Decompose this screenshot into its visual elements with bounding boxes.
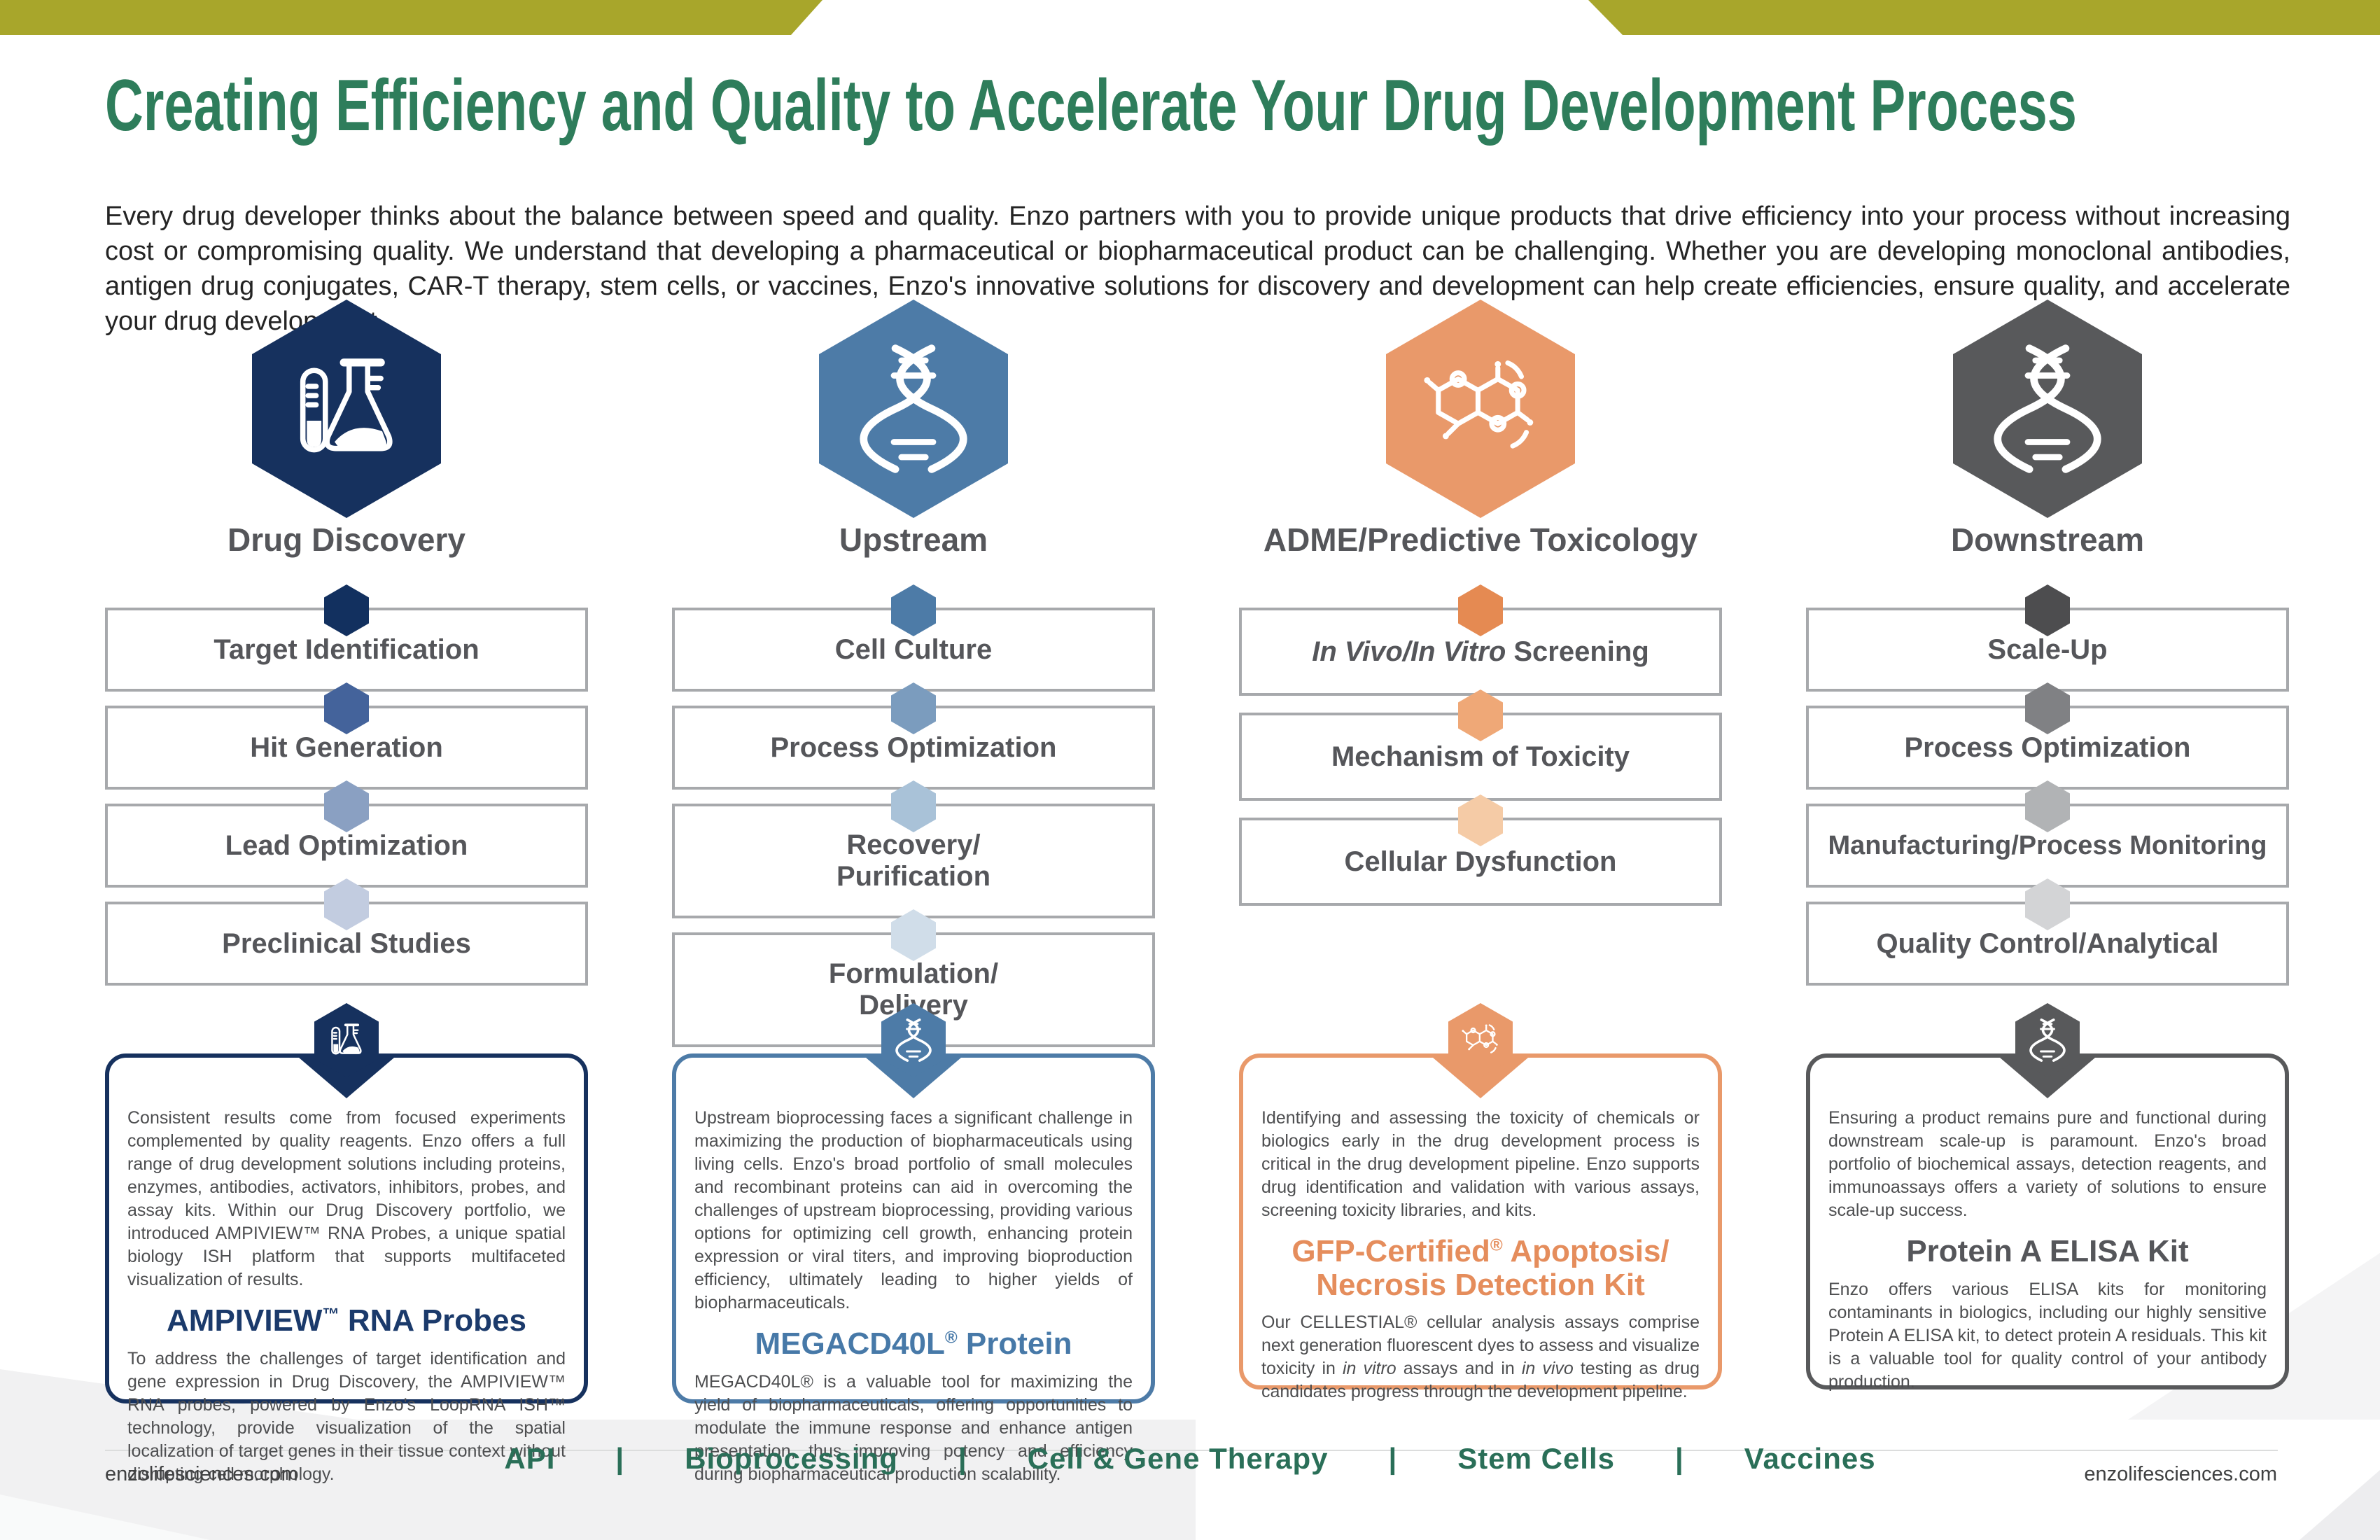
product-panel: Consistent results come from focused exp… [105, 1003, 588, 1484]
hexagon-connector [2025, 584, 2070, 636]
step-label: Manufacturing/Process Monitoring [1828, 830, 2267, 860]
footer-separator: | [615, 1442, 625, 1475]
step-label: Scale-Up [1987, 634, 2108, 665]
product-panel: Identifying and assessing the toxicity o… [1239, 1003, 1722, 1401]
step-label: Process Optimization [1904, 732, 2191, 763]
product-heading: AMPIVIEW™ RNA Probes [167, 1303, 526, 1338]
footer-item-vaccines: Vaccines [1744, 1442, 1876, 1475]
hexagon-connector [891, 780, 936, 832]
background-corner-right [2300, 1470, 2380, 1540]
hexagon-connector [891, 584, 936, 636]
pipeline-steps: In Vivo/In Vitro Screening Mechanism of … [1239, 584, 1722, 906]
step-label: In Vivo/In Vitro Screening [1312, 636, 1649, 667]
step-label: Recovery/Purification [836, 830, 991, 892]
step-box: Quality Control/Analytical [1806, 878, 2289, 986]
top-band-left [0, 0, 822, 35]
column-adme-toxicology: ADME/Predictive Toxicology In Vivo/In Vi… [1239, 0, 1722, 1540]
dna-icon [1953, 300, 2142, 518]
step-label: Hit Generation [250, 732, 443, 763]
hexagon-connector [2025, 682, 2070, 734]
step-box: Cellular Dysfunction [1239, 794, 1722, 906]
panel-intro: Upstream bioprocessing faces a significa… [694, 1108, 1133, 1312]
product-panel: Upstream bioprocessing faces a significa… [672, 1003, 1155, 1484]
product-panel: Ensuring a product remains pure and func… [1806, 1003, 2289, 1392]
step-box: Process Optimization [672, 682, 1155, 790]
column-title: Downstream [1950, 522, 2145, 558]
panel-intro: Ensuring a product remains pure and func… [1828, 1108, 2267, 1220]
pipeline-steps: Scale-Up Process Optimization Manufactur… [1806, 584, 2289, 986]
step-label: Quality Control/Analytical [1876, 927, 2219, 959]
hexagon-connector [1458, 690, 1503, 741]
flask-icon [252, 300, 441, 518]
panel-intro: Identifying and assessing the toxicity o… [1261, 1108, 1700, 1220]
website-link-right[interactable]: enzolifesciences.com [2084, 1463, 2277, 1485]
panel-detail: Enzo offers various ELISA kits for monit… [1828, 1279, 2267, 1392]
step-label: Cell Culture [834, 634, 993, 665]
pipeline-steps: Cell Culture Process Optimization Recove… [672, 584, 1155, 1047]
product-heading: Protein A ELISA Kit [1906, 1234, 2189, 1268]
product-heading: GFP-Certified® Apoptosis/Necrosis Detect… [1292, 1234, 1670, 1302]
hexagon-connector [1458, 584, 1503, 636]
step-label: Lead Optimization [225, 830, 468, 861]
footer-item-bioprocessing: Bioprocessing [685, 1442, 898, 1475]
step-box: Recovery/Purification [672, 780, 1155, 918]
top-band-right [1588, 0, 2380, 35]
step-label: Cellular Dysfunction [1344, 846, 1617, 877]
step-box: In Vivo/In Vitro Screening [1239, 584, 1722, 696]
panel-detail: To address the challenges of target iden… [127, 1348, 566, 1484]
hexagon-connector [324, 878, 369, 930]
footer-item-api: API [504, 1442, 556, 1475]
footer-separator: | [1388, 1442, 1398, 1475]
hexagon-connector [891, 909, 936, 961]
step-box: Target Identification [105, 584, 588, 692]
page-title: Creating Efficiency and Quality to Accel… [105, 65, 2077, 146]
footer-separator: | [1675, 1442, 1684, 1475]
step-box: Lead Optimization [105, 780, 588, 888]
hexagon-connector [324, 780, 369, 832]
pipeline-steps: Target Identification Hit Generation Lea… [105, 584, 588, 986]
step-label: Target Identification [214, 634, 479, 665]
panel-detail: MEGACD40L® is a valuable tool for maximi… [694, 1371, 1133, 1484]
step-box: Manufacturing/Process Monitoring [1806, 780, 2289, 888]
product-heading: MEGACD40L® Protein [755, 1326, 1072, 1361]
footer-item-cell-gene-therapy: Cell & Gene Therapy [1027, 1442, 1329, 1475]
footer-separator: | [958, 1442, 967, 1475]
column-title: ADME/Predictive Toxicology [1263, 522, 1698, 558]
hexagon-connector [2025, 878, 2070, 930]
step-label: Preclinical Studies [222, 927, 471, 959]
website-link-left[interactable]: enzolifesciences.com [105, 1463, 298, 1485]
step-box: Hit Generation [105, 682, 588, 790]
hexagon-connector [1458, 794, 1503, 846]
hexagon-connector [2025, 780, 2070, 832]
dna-icon [819, 300, 1008, 518]
step-label: Process Optimization [770, 732, 1057, 763]
intro-paragraph: Every drug developer thinks about the ba… [105, 202, 2290, 336]
step-label: Mechanism of Toxicity [1331, 741, 1630, 772]
footer-divider [105, 1450, 2278, 1451]
step-box: Process Optimization [1806, 682, 2289, 790]
step-box: Cell Culture [672, 584, 1155, 692]
panel-detail: Our CELLESTIAL® cellular analysis assays… [1261, 1312, 1700, 1402]
step-box: Preclinical Studies [105, 878, 588, 986]
hexagon-connector [324, 584, 369, 636]
column-title: Drug Discovery [227, 522, 465, 558]
footer-item-stem-cells: Stem Cells [1457, 1442, 1616, 1475]
column-drug-discovery: Drug Discovery Target Identification Hit… [105, 0, 588, 1540]
step-box: Scale-Up [1806, 584, 2289, 692]
molecule-icon [1386, 300, 1575, 518]
column-upstream: Upstream Cell Culture Process Optimizati… [672, 0, 1155, 1540]
footer-category-bar: API | Bioprocessing | Cell & Gene Therap… [0, 1442, 2380, 1476]
panel-intro: Consistent results come from focused exp… [127, 1108, 566, 1289]
column-title: Upstream [839, 522, 988, 558]
column-downstream: Downstream Scale-Up Process Optimization… [1806, 0, 2289, 1540]
step-box: Mechanism of Toxicity [1239, 690, 1722, 801]
